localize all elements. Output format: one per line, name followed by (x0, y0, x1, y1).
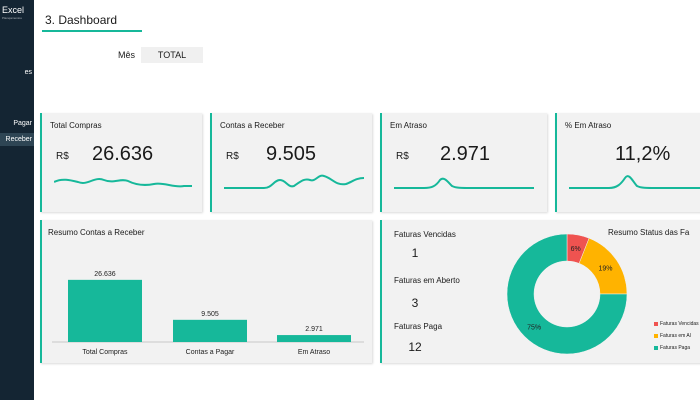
legend-label: Faturas Vencidas (660, 321, 699, 327)
kpi-title: Total Compras (50, 121, 102, 130)
category-label-1: Contas a Pagar (186, 349, 235, 356)
slice-label-1: 19% (598, 265, 612, 272)
kpi-currency: R$ (396, 151, 409, 162)
kpi-value: 9.505 (266, 143, 317, 165)
bar-chart-title: Resumo Contas a Receber (48, 228, 145, 237)
kpi-value: 2.971 (440, 143, 491, 165)
kpi-title: Em Atraso (390, 121, 427, 130)
kpi-card-percent-atraso: % Em Atraso 11,2% (555, 113, 700, 212)
stat-value-aberto: 3 (411, 296, 419, 310)
kpi-card-contas-receber: Contas a Receber R$ 9.505 (210, 113, 372, 212)
kpi-currency: R$ (226, 151, 239, 162)
sidebar-item-label: Pagar (13, 120, 32, 127)
bar-2 (277, 335, 351, 342)
sidebar-item-label: es (24, 69, 32, 76)
data-label-1: 9.505 (201, 311, 219, 318)
stat-label-vencidas: Faturas Vencidas (394, 230, 456, 239)
sidebar-item-pagar[interactable]: Pagar (0, 117, 34, 130)
kpi-sparkline (569, 175, 700, 189)
legend-swatch (654, 345, 658, 350)
slice-label-0: 6% (571, 246, 581, 253)
donut-chart: 6% 19% 75% (506, 233, 628, 355)
legend-swatch (654, 321, 658, 326)
data-label-2: 2.971 (305, 326, 323, 333)
month-filter-select[interactable]: TOTAL (141, 47, 203, 63)
kpi-card-total-compras: Total Compras R$ 26.636 (40, 113, 202, 212)
stat-value-paga: 12 (408, 340, 422, 354)
category-label-0: Total Compras (82, 349, 128, 356)
app-logo: Excel Planejamentos (2, 6, 24, 20)
title-underline (42, 30, 142, 32)
donut-slice-2 (506, 233, 628, 355)
donut-title: Resumo Status das Fa (608, 228, 690, 237)
legend-label: Faturas em Al (660, 333, 691, 339)
stat-label-paga: Faturas Paga (394, 322, 443, 331)
category-label-2: Em Atraso (298, 349, 330, 356)
page-title: 3. Dashboard (45, 13, 118, 27)
bar-chart: 26.636 Total Compras 9.505 Contas a Pagar 2.… (52, 271, 364, 356)
logo-text: Excel (2, 5, 25, 15)
stat-label-aberto: Faturas em Aberto (394, 276, 460, 285)
slice-label-2: 75% (527, 324, 541, 331)
month-filter-label: Mês (118, 50, 136, 60)
legend-label: Faturas Paga (660, 345, 691, 351)
legend-item-vencidas: Faturas Vencidas (654, 321, 699, 327)
sidebar-item-receber[interactable]: Receber (0, 133, 34, 146)
kpi-sparkline (394, 177, 534, 189)
stat-value-vencidas: 1 (411, 246, 419, 260)
logo-subtitle: Planejamentos (2, 16, 22, 20)
sidebar: Excel Planejamentos es Pagar Receber (0, 0, 34, 400)
status-card: Faturas Vencidas 1 Faturas em Aberto 3 F… (380, 220, 700, 363)
bar-0 (68, 279, 142, 342)
legend-swatch (654, 333, 658, 338)
sidebar-item-label: Receber (5, 136, 32, 143)
legend-item-aberto: Faturas em Al (654, 333, 691, 339)
legend-item-paga: Faturas Paga (654, 345, 690, 351)
kpi-currency: R$ (56, 151, 69, 162)
kpi-sparkline (54, 178, 192, 188)
kpi-value: 11,2% (615, 143, 671, 165)
bar-1 (173, 319, 247, 342)
data-label-0: 26.636 (94, 271, 116, 278)
kpi-sparkline (224, 174, 364, 189)
kpi-card-em-atraso: Em Atraso R$ 2.971 (380, 113, 547, 212)
sidebar-item-0[interactable]: es (0, 66, 34, 79)
kpi-value: 26.636 (92, 143, 154, 165)
bar-chart-card: Resumo Contas a Receber 26.636 Total Comp… (40, 220, 372, 363)
kpi-title: % Em Atraso (565, 121, 612, 130)
kpi-title: Contas a Receber (220, 121, 285, 130)
